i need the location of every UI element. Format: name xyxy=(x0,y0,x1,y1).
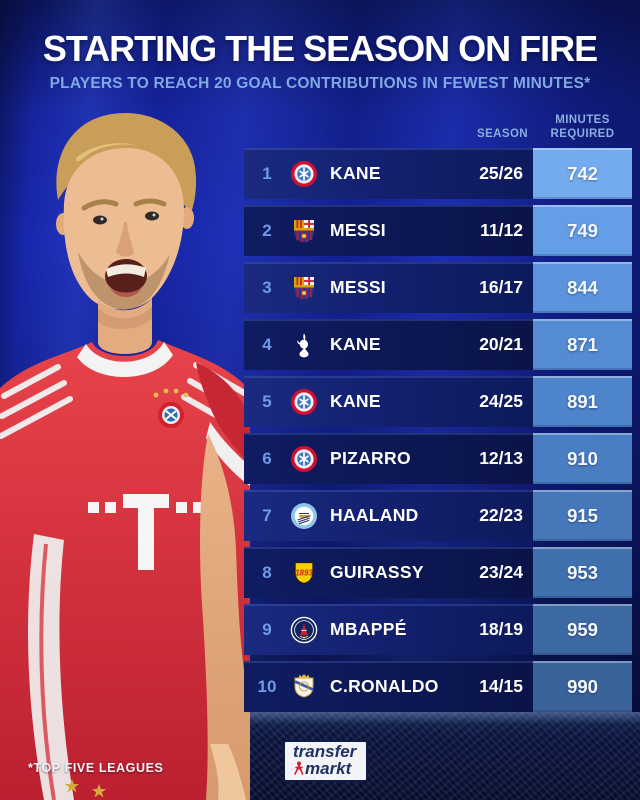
row-player-cell: 8 1893 GUIRASSY 23/24 xyxy=(244,547,533,598)
season-value: 14/15 xyxy=(479,676,523,696)
minutes-header: MINUTES REQUIRED xyxy=(550,114,615,141)
player-name: KANE xyxy=(330,391,381,411)
bayern-munich-badge xyxy=(290,388,318,416)
player-name: PIZARRO xyxy=(330,448,411,468)
psg-badge xyxy=(290,616,318,644)
rank-label: 4 xyxy=(262,334,272,354)
minutes-value: 742 xyxy=(533,148,632,199)
rank-label: 10 xyxy=(257,676,277,696)
table-row: 5 KANE 24/25 891 xyxy=(244,376,632,427)
runner-icon xyxy=(294,761,304,776)
bayern-munich-badge xyxy=(290,445,318,473)
table-row: 1 KANE 25/26 742 xyxy=(244,148,632,199)
season-value: 22/23 xyxy=(479,505,523,525)
rank-label: 8 xyxy=(262,562,272,582)
minutes-value: 871 xyxy=(533,319,632,370)
season-value: 24/25 xyxy=(479,391,523,411)
row-player-cell: 2 MESSI 11/12 xyxy=(244,205,533,256)
player-photo xyxy=(0,104,252,800)
svg-text:1893: 1893 xyxy=(295,568,313,577)
minutes-value: 915 xyxy=(533,490,632,541)
season-header: SEASON xyxy=(477,128,528,141)
row-player-cell: 9 MBAPPÉ 18/19 xyxy=(244,604,533,655)
table-row: 2 MESSI 11/12 749 xyxy=(244,205,632,256)
transfermarkt-logo: transfer markt xyxy=(283,740,369,783)
minutes-value: 749 xyxy=(533,205,632,256)
season-value: 11/12 xyxy=(480,220,523,240)
harry-kane-illustration xyxy=(0,112,252,800)
ranking-table: SEASON MINUTES REQUIRED 1 KANE 25/26 742… xyxy=(244,104,632,718)
page-subtitle: PLAYERS TO REACH 20 GOAL CONTRIBUTIONS I… xyxy=(49,75,591,92)
player-name: C.RONALDO xyxy=(330,676,439,696)
season-value: 16/17 xyxy=(479,277,523,297)
barcelona-badge xyxy=(290,274,318,302)
rank-label: 9 xyxy=(262,619,272,639)
table-row: 4 KANE 20/21 871 xyxy=(244,319,632,370)
real-madrid-badge xyxy=(290,673,318,701)
minutes-value: 990 xyxy=(533,661,632,712)
season-value: 18/19 xyxy=(479,619,523,639)
rank-label: 1 xyxy=(262,163,272,183)
row-player-cell: 7 HAALAND 22/23 xyxy=(244,490,533,541)
logo-line2: markt xyxy=(305,758,352,778)
season-value: 23/24 xyxy=(479,562,523,582)
table-header: SEASON MINUTES REQUIRED xyxy=(244,104,632,148)
rank-label: 5 xyxy=(262,391,272,411)
rank-label: 2 xyxy=(262,220,272,240)
minutes-value: 844 xyxy=(533,262,632,313)
season-value: 12/13 xyxy=(479,448,523,468)
row-player-cell: 5 KANE 24/25 xyxy=(244,376,533,427)
season-value: 20/21 xyxy=(479,334,523,354)
row-player-cell: 6 PIZARRO 12/13 xyxy=(244,433,533,484)
player-name: HAALAND xyxy=(330,505,419,525)
table-row: 10 C.RONALDO 14/15 990 xyxy=(244,661,632,712)
rank-label: 7 xyxy=(262,505,272,525)
masthead: STARTING THE SEASON ON FIRE PLAYERS TO R… xyxy=(0,28,640,93)
minutes-value: 953 xyxy=(533,547,632,598)
minutes-value: 959 xyxy=(533,604,632,655)
ranking-rows: 1 KANE 25/26 742 2 MESSI 11/12 749 3 MES… xyxy=(244,148,632,712)
player-name: MESSI xyxy=(330,277,386,297)
player-name: MESSI xyxy=(330,220,386,240)
row-player-cell: 1 KANE 25/26 xyxy=(244,148,533,199)
player-name: MBAPPÉ xyxy=(330,619,407,639)
bayern-munich-badge xyxy=(290,160,318,188)
rank-label: 6 xyxy=(262,448,272,468)
tottenham-badge xyxy=(290,331,318,359)
man-city-badge xyxy=(290,502,318,530)
table-row: 9 MBAPPÉ 18/19 959 xyxy=(244,604,632,655)
barcelona-badge xyxy=(290,217,318,245)
footnote: *TOP FIVE LEAGUES xyxy=(28,761,164,775)
row-player-cell: 10 C.RONALDO 14/15 xyxy=(244,661,533,712)
table-row: 8 1893 GUIRASSY 23/24 953 xyxy=(244,547,632,598)
season-value: 25/26 xyxy=(479,163,523,183)
stuttgart-badge: 1893 xyxy=(290,559,318,587)
table-row: 3 MESSI 16/17 844 xyxy=(244,262,632,313)
minutes-value: 910 xyxy=(533,433,632,484)
minutes-value: 891 xyxy=(533,376,632,427)
row-player-cell: 3 MESSI 16/17 xyxy=(244,262,533,313)
rank-label: 3 xyxy=(262,277,272,297)
page-title: STARTING THE SEASON ON FIRE xyxy=(42,28,598,69)
player-name: KANE xyxy=(330,163,381,183)
row-player-cell: 4 KANE 20/21 xyxy=(244,319,533,370)
player-name: GUIRASSY xyxy=(330,562,424,582)
table-row: 6 PIZARRO 12/13 910 xyxy=(244,433,632,484)
table-row: 7 HAALAND 22/23 915 xyxy=(244,490,632,541)
player-name: KANE xyxy=(330,334,381,354)
